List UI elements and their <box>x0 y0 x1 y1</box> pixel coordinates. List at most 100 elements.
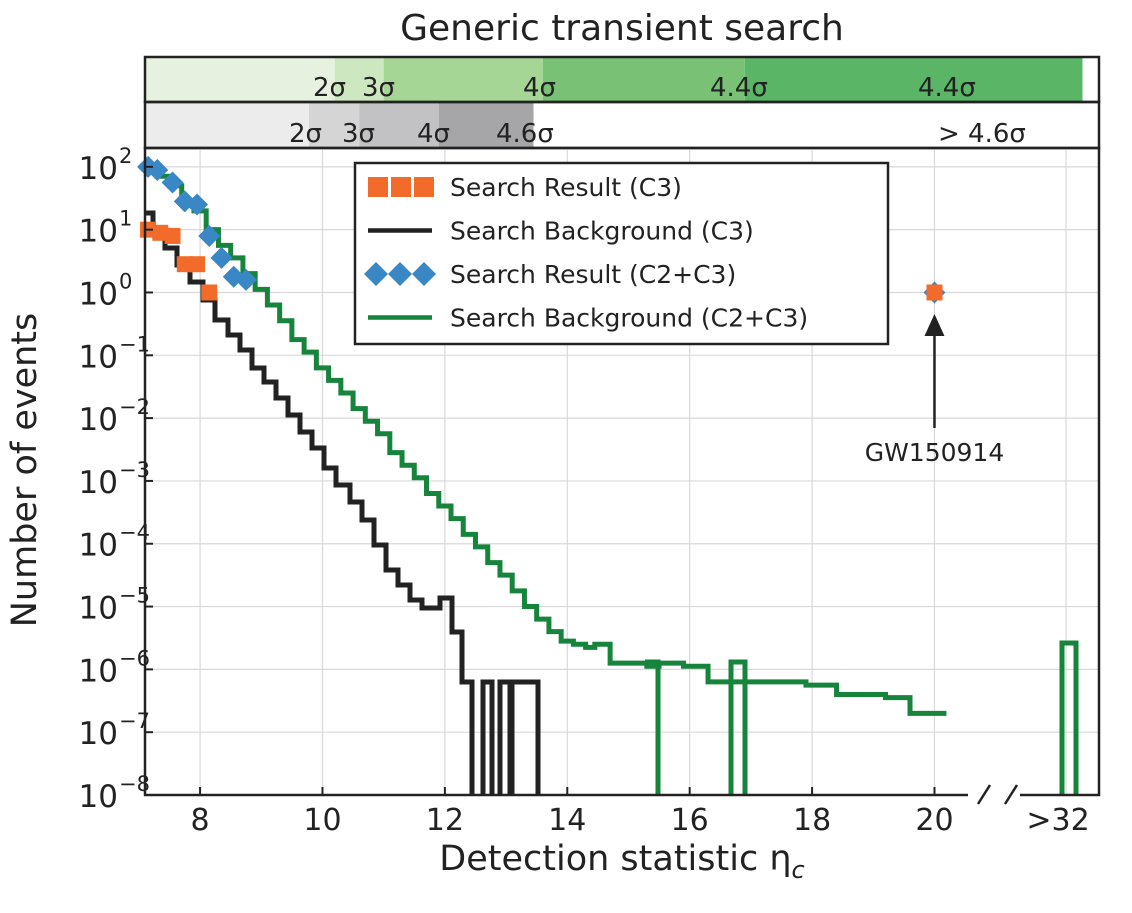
marker-square <box>152 224 169 241</box>
plot-frame <box>143 146 1101 797</box>
significance-segment <box>334 57 384 102</box>
significance-label: 4.4σ <box>710 73 768 103</box>
axis-break <box>968 784 1020 805</box>
significance-segment <box>359 102 439 148</box>
y-tick-label: 10 2 <box>79 144 133 187</box>
significance-segment <box>383 57 543 102</box>
significance-label: 3σ <box>362 73 395 103</box>
marker-diamond <box>186 193 209 216</box>
marker-square <box>176 256 193 273</box>
y-tick-exponent: −6 <box>119 646 150 670</box>
legend-marker-square <box>391 177 411 197</box>
legend-entry-label: Search Background (C2+C3) <box>450 304 808 333</box>
significance-label: > 4.6σ <box>938 119 1026 149</box>
chart-title: Generic transient search <box>400 8 844 49</box>
significance-segment <box>542 57 745 102</box>
x-axis-label: Detection statistic ηc <box>439 839 804 884</box>
y-tick-exponent: −4 <box>119 521 150 545</box>
x-tick-label: 14 <box>548 803 586 838</box>
legend-entry-label: Search Result (C2+C3) <box>450 260 736 289</box>
marker-square <box>164 227 181 244</box>
series-line-c2-c3-background-spike <box>645 660 661 795</box>
y-tick-exponent: −2 <box>119 395 150 419</box>
x-tick-label: 10 <box>303 803 341 838</box>
significance-label: 4.6σ <box>496 119 554 149</box>
significance-label: 4σ <box>417 119 450 149</box>
legend: Search Result (C3) Search Background (C3)… <box>353 161 890 346</box>
significance-segment <box>1066 57 1083 102</box>
legend-box <box>353 161 890 346</box>
legend-entry-label: Search Background (C3) <box>450 217 754 246</box>
y-tick-base: 10 <box>79 653 118 689</box>
series-line-c2-c3-background-spike <box>728 659 748 795</box>
significance-segment <box>145 57 335 102</box>
y-tick-label: 10 −4 <box>79 521 150 564</box>
y-tick-exponent: 2 <box>119 144 132 168</box>
y-tick-label: 10 −2 <box>79 395 150 438</box>
legend-marker-square <box>368 177 388 197</box>
x-tick-label: 18 <box>793 803 831 838</box>
legend-marker-diamond <box>388 262 412 286</box>
y-tick-label: 10 1 <box>79 207 133 250</box>
y-tick-label: 10 −8 <box>79 772 150 815</box>
significance-bar-c2-c3: 2σ 3σ 4σ 4.4σ 4.4σ <box>145 57 1083 103</box>
y-tick-base: 10 <box>79 528 118 564</box>
y-tick-base: 10 <box>79 151 118 187</box>
y-tick-label: 10 −6 <box>79 646 150 689</box>
axis-break-gap <box>968 788 1020 802</box>
y-tick-label: 10 −5 <box>79 584 150 627</box>
y-tick-base: 10 <box>79 214 118 250</box>
axis-break-mark <box>1003 784 1019 805</box>
marker-diamond <box>234 268 257 291</box>
marker-square <box>926 284 943 301</box>
marker-diamond <box>146 158 169 181</box>
legend-marker-diamond <box>364 262 388 286</box>
marker-square <box>201 284 218 301</box>
y-tick-label: 10 −3 <box>79 458 150 501</box>
significance-segment <box>438 102 534 148</box>
annotation-label: GW150914 <box>865 438 1005 467</box>
series-line-c2-c3-background-spike <box>1059 640 1079 795</box>
y-tick-label: 10 0 <box>79 269 133 312</box>
x-tick-label: 8 <box>191 803 210 838</box>
significance-segment <box>309 102 360 148</box>
y-tick-label: 10 −1 <box>79 332 150 375</box>
y-tick-exponent: −5 <box>119 584 150 608</box>
significance-bar-c3: 2σ 3σ 4σ > 4.6σ 4.6σ <box>145 102 1094 149</box>
x-tick-label: 16 <box>671 803 709 838</box>
x-tick-label: 20 <box>915 803 953 838</box>
legend-entry-label: Search Result (C3) <box>450 173 682 202</box>
y-tick-exponent: 0 <box>119 269 132 293</box>
y-tick-base: 10 <box>79 716 118 752</box>
significance-label: 4σ <box>523 73 556 103</box>
y-tick-exponent: −1 <box>119 332 150 356</box>
marker-diamond <box>161 171 184 194</box>
y-tick-base: 10 <box>79 779 118 815</box>
marker-diamond <box>198 224 221 247</box>
y-tick-base: 10 <box>79 591 118 627</box>
legend-marker-square <box>414 177 434 197</box>
annotation-arrow-head <box>924 314 945 336</box>
axis-break-mark <box>976 784 992 805</box>
y-tick-base: 10 <box>79 339 118 375</box>
y-tick-base: 10 <box>79 402 118 438</box>
legend-marker-diamond <box>412 262 436 286</box>
significance-label: 3σ <box>342 119 375 149</box>
significance-label: 2σ <box>289 119 322 149</box>
marker-diamond <box>210 246 233 269</box>
x-tick-label-overflow: >32 <box>1026 803 1089 838</box>
significance-segment <box>533 102 1094 148</box>
y-tick-exponent: −7 <box>119 709 150 733</box>
series-line-c3-background <box>145 210 541 795</box>
y-tick-exponent: 1 <box>119 207 132 231</box>
significance-segment <box>744 57 1066 102</box>
y-tick-base: 10 <box>79 465 118 501</box>
significance-label: 2σ <box>313 73 346 103</box>
y-tick-base: 10 <box>79 276 118 312</box>
significance-label: 4.4σ <box>918 73 976 103</box>
marker-square <box>189 256 206 273</box>
y-tick-label: 10 −7 <box>79 709 150 752</box>
y-axis-label: Number of events <box>5 313 45 628</box>
